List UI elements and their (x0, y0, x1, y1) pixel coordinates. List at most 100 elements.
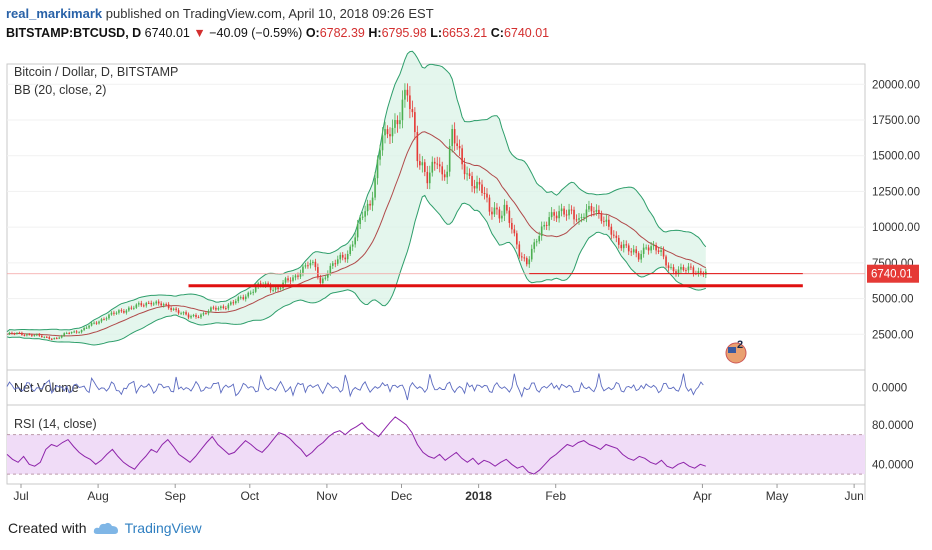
candle-body (555, 215, 558, 219)
candle-body (364, 211, 366, 217)
candle-body (187, 314, 190, 318)
candle-body (108, 314, 110, 319)
candle-body (55, 338, 58, 340)
candle-body (585, 209, 588, 217)
candle-body (516, 233, 518, 245)
candle-body (506, 204, 508, 211)
rsi-label: RSI (14, close) (14, 417, 97, 431)
candle-body (615, 235, 618, 238)
candle-body (677, 269, 680, 275)
candle-body (396, 120, 399, 125)
candle-body (232, 302, 235, 304)
high-value: 6795.98 (381, 26, 427, 40)
candle-body (167, 304, 170, 309)
candle-body (331, 263, 334, 266)
candle-body (560, 208, 563, 212)
candle-body (411, 109, 414, 113)
tradingview-brand[interactable]: TradingView (124, 520, 202, 536)
candle-body (632, 249, 635, 253)
candle-body (540, 226, 543, 237)
candle-body (237, 297, 240, 302)
candle-body (493, 207, 496, 215)
candle-body (652, 245, 655, 247)
candle-body (580, 216, 583, 219)
candle-body (424, 162, 426, 172)
candle-body (279, 288, 282, 290)
tradingview-cloud-icon (93, 522, 118, 534)
candle-body (133, 307, 135, 309)
candle-body (344, 257, 347, 260)
candle-body (461, 148, 463, 165)
candle-body (421, 162, 424, 166)
candle-body (543, 224, 545, 227)
candle-body (680, 266, 682, 270)
candle-body (491, 211, 493, 215)
candle-body (446, 171, 448, 178)
candle-body (152, 303, 155, 305)
candle-body (610, 226, 613, 235)
candle-body (533, 242, 536, 249)
candle-body (197, 316, 200, 318)
candle-body (50, 338, 53, 340)
rsi-tick-label: 40.0000 (872, 459, 914, 471)
open-label: O: (305, 26, 320, 40)
rsi-tick-label: 80.0000 (872, 420, 914, 432)
candle-body (327, 273, 329, 278)
candle-body (299, 272, 302, 277)
net-volume-line (6, 373, 704, 401)
candle-body (637, 253, 640, 260)
candle-body (603, 221, 605, 223)
candle-body (309, 263, 312, 266)
candle-body (182, 312, 185, 314)
close-label: C: (490, 26, 504, 40)
candle-body (177, 310, 180, 314)
candle-body (68, 332, 70, 334)
author-link[interactable]: real_markimark (6, 6, 103, 21)
candle-body (433, 161, 436, 164)
candle-body (75, 331, 78, 333)
candle-body (130, 307, 133, 309)
rsi-band-fill (7, 434, 865, 475)
candle-body (247, 292, 250, 297)
candle-body (436, 163, 439, 165)
candle-body (349, 246, 352, 254)
candle-body (525, 258, 528, 265)
candle-body (172, 308, 175, 310)
candle-body (394, 120, 396, 128)
candle-body (538, 236, 541, 242)
candle-body (284, 278, 287, 283)
time-tick-label: Dec (391, 489, 412, 503)
candle-body (78, 332, 80, 334)
candle-body (386, 129, 389, 135)
candle-body (162, 304, 165, 306)
candle-body (583, 216, 585, 218)
candle-body (647, 247, 650, 251)
candle-body (150, 302, 153, 305)
candle-body (550, 212, 553, 218)
candle-body (518, 244, 521, 257)
candle-body (73, 331, 75, 333)
candle-body (553, 212, 555, 216)
bollinger-basis-line (6, 131, 706, 337)
candle-body (622, 244, 625, 249)
candle-body (98, 321, 100, 324)
candle-body (578, 218, 580, 220)
candle-body (110, 312, 113, 315)
candle-body (329, 265, 332, 274)
bb-indicator-label: BB (20, close, 2) (14, 83, 106, 97)
candle-body (155, 301, 158, 304)
candle-body (498, 209, 501, 219)
candle-body (123, 310, 125, 313)
candle-body (113, 312, 115, 314)
price-tick-label: 20000.00 (872, 79, 920, 91)
candle-body (565, 214, 568, 216)
candle-body (570, 209, 573, 211)
candle-body (195, 315, 197, 317)
candle-body (700, 271, 702, 273)
candle-body (414, 112, 416, 133)
candle-body (225, 308, 227, 310)
candle-body (548, 217, 550, 226)
candle-body (220, 306, 222, 309)
candle-body (558, 211, 560, 219)
